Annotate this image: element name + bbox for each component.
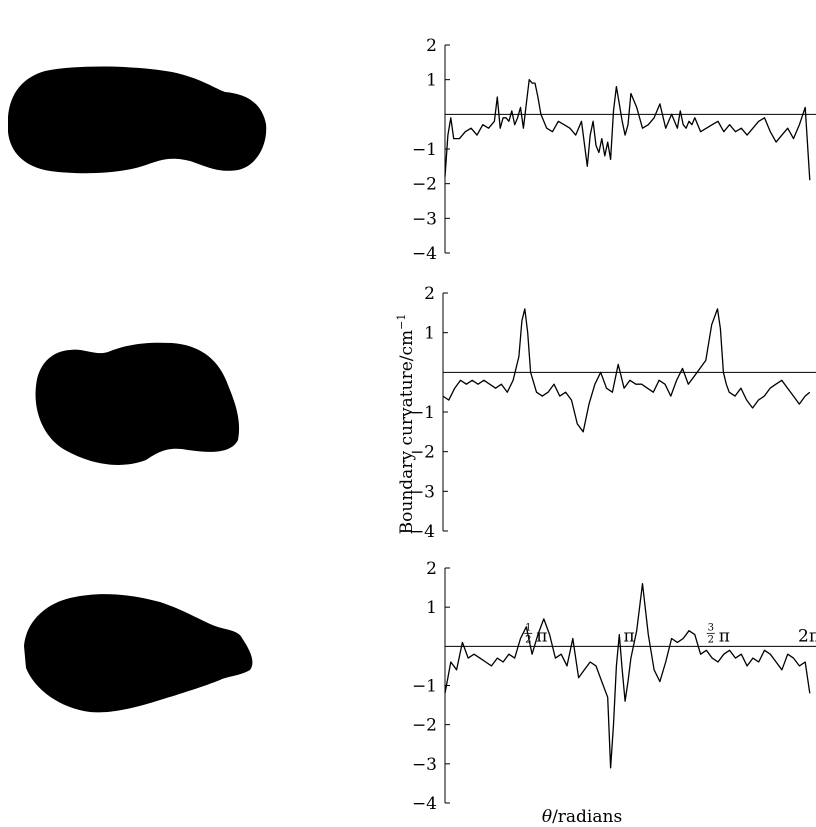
x-tick-frac-num: 1	[525, 622, 531, 633]
x-tick-label: π	[624, 626, 635, 646]
shape-silhouettes	[8, 66, 267, 713]
y-tick-label: −1	[412, 677, 437, 697]
y-tick-label: −2	[410, 443, 435, 463]
y-tick-label: −2	[412, 716, 437, 736]
series-line-shape-1	[444, 79, 811, 181]
y-tick-label: −3	[410, 482, 435, 502]
x-tick-label: π	[536, 626, 547, 646]
shape-silhouette-1	[8, 66, 267, 174]
series-line-shape-2	[442, 308, 811, 433]
y-tick-label: −1	[410, 403, 435, 423]
y-tick-label: −3	[412, 755, 437, 775]
chart-panel-2: 2 1 −1 −2 −3 −4	[410, 284, 816, 542]
y-tick-label: −1	[412, 140, 437, 160]
x-axis-title-unit: /radians	[552, 807, 622, 827]
x-tick-label: 2π	[798, 626, 816, 646]
y-tick-label: 1	[424, 324, 435, 344]
x-axis-title: θ/radians	[542, 807, 622, 827]
svg-text:Boundary curvature/cm−1: Boundary curvature/cm−1	[395, 314, 417, 535]
y-tick-label: −4	[410, 522, 435, 542]
y-tick-label: −4	[412, 794, 437, 814]
shape-silhouette-3	[24, 594, 253, 713]
y-tick-label: 2	[426, 36, 437, 56]
y-tick-label: −3	[412, 209, 437, 229]
x-tick-frac-num: 3	[708, 622, 714, 633]
y-axis-title-sup: −1	[395, 314, 408, 330]
y-axis-title: Boundary curvature/cm−1	[395, 314, 417, 535]
y-axis-title-text: Boundary curvature/cm	[397, 330, 417, 534]
x-axis-title-var: θ	[542, 807, 552, 827]
y-tick-label: −2	[412, 175, 437, 195]
chart-panel-3: 21−1−2−3−412 π π 32 π 2π	[412, 559, 816, 814]
y-tick-label: 1	[426, 71, 437, 91]
x-tick-label: π	[719, 626, 730, 646]
chart-panels: 21−1−2−3−421−1−2−3−421−1−2−3−412 π π 32 π 2π	[410, 36, 816, 814]
x-tick-frac-den: 2	[525, 634, 531, 645]
y-tick-label: 1	[426, 598, 437, 618]
shape-silhouette-2	[35, 342, 240, 465]
chart-panel-1: 2 1 −1 −2 −3 −4	[412, 36, 816, 264]
series-line-shape-3	[444, 583, 811, 769]
y-tick-label: −4	[412, 244, 437, 264]
x-tick-frac-den: 2	[708, 634, 714, 645]
y-tick-label: 2	[424, 284, 435, 304]
y-tick-label: 2	[426, 559, 437, 579]
